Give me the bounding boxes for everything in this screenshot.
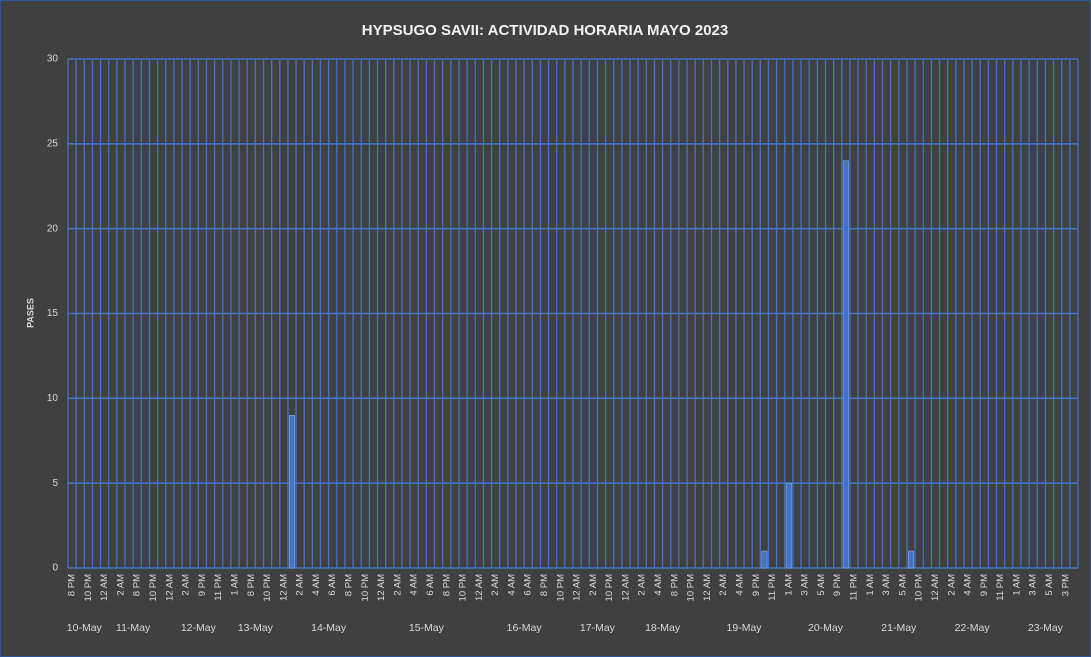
- y-tick-label: 5: [52, 478, 58, 489]
- x-tick-label: 3 AM: [1028, 574, 1039, 596]
- bar: [908, 550, 915, 569]
- x-tick-label: 1 AM: [1011, 574, 1022, 596]
- x-tick-label: 5 AM: [816, 574, 827, 596]
- bar: [289, 414, 295, 569]
- x-tick-label: 12 AM: [572, 574, 583, 601]
- x-group-label: 14-May: [311, 622, 347, 634]
- x-tick-label: 3 PM: [1060, 574, 1071, 596]
- x-tick-label: 9 PM: [751, 574, 762, 596]
- x-tick-label: 8 PM: [132, 574, 143, 596]
- bar: [842, 160, 849, 569]
- x-group-label: 23-May: [1028, 622, 1064, 634]
- x-tick-label: 1 AM: [865, 574, 876, 596]
- x-group-label: 13-May: [238, 622, 274, 634]
- x-tick-label: 8 PM: [344, 574, 355, 596]
- x-tick-label: 8 PM: [441, 574, 452, 596]
- x-tick-label: 12 AM: [278, 574, 289, 601]
- x-tick-label: 2 AM: [588, 574, 599, 596]
- chart-title: HYPSUGO SAVII: ACTIVIDAD HORARIA MAYO 20…: [362, 22, 728, 39]
- x-tick-label: 10 PM: [686, 574, 697, 602]
- x-group-label: 22-May: [955, 622, 991, 634]
- x-tick-label: 12 AM: [930, 574, 941, 601]
- x-tick-label: 12 AM: [620, 574, 631, 601]
- x-tick-label: 1 AM: [783, 574, 794, 596]
- x-tick-label: 11 PM: [995, 574, 1006, 601]
- x-tick-label: 2 AM: [295, 574, 306, 596]
- x-tick-label: 12 AM: [702, 574, 713, 601]
- x-tick-label: 4 AM: [311, 574, 322, 596]
- x-tick-label: 10 PM: [83, 574, 94, 602]
- x-tick-label: 10 PM: [604, 574, 615, 602]
- x-group-label: 10-May: [67, 622, 103, 634]
- x-tick-label: 6 AM: [327, 574, 338, 596]
- x-tick-label: 10 PM: [914, 574, 925, 602]
- x-group-label: 16-May: [507, 622, 543, 634]
- x-tick-label: 12 AM: [474, 574, 485, 601]
- x-group-label: 17-May: [580, 622, 616, 634]
- x-tick-label: 8 PM: [669, 574, 680, 596]
- x-tick-label: 1 AM: [229, 574, 240, 596]
- x-tick-label: 10 PM: [360, 574, 371, 602]
- x-tick-label: 4 AM: [734, 574, 745, 596]
- x-group-label: 18-May: [645, 622, 681, 634]
- x-tick-label: 4 AM: [653, 574, 664, 596]
- x-tick-label: 2 AM: [490, 574, 501, 596]
- x-tick-label: 10 PM: [458, 574, 469, 602]
- x-tick-label: 12 AM: [164, 574, 175, 601]
- x-tick-label: 2 AM: [718, 574, 729, 596]
- x-group-label: 19-May: [727, 622, 763, 634]
- x-group-label: 21-May: [881, 622, 917, 634]
- y-tick-label: 10: [47, 393, 59, 404]
- y-axis-label: PASES: [25, 298, 35, 328]
- x-tick-label: 2 AM: [181, 574, 192, 596]
- y-tick-label: 25: [47, 138, 59, 149]
- bar: [785, 482, 792, 569]
- x-tick-label: 2 AM: [946, 574, 957, 596]
- x-group-label: 15-May: [409, 622, 445, 634]
- x-tick-label: 2 AM: [115, 574, 126, 596]
- x-tick-label: 5 AM: [897, 574, 908, 596]
- x-tick-label: 6 AM: [523, 574, 534, 596]
- x-group-label: 20-May: [808, 622, 844, 634]
- x-tick-label: 3 AM: [800, 574, 811, 596]
- y-tick-label: 15: [47, 308, 59, 319]
- x-tick-label: 4 AM: [963, 574, 974, 596]
- x-tick-label: 9 PM: [197, 574, 208, 596]
- y-tick-label: 20: [47, 223, 59, 234]
- x-tick-label: 2 AM: [637, 574, 648, 596]
- x-group-label: 12-May: [181, 622, 217, 634]
- y-tick-label: 30: [47, 54, 59, 65]
- x-tick-label: 12 AM: [376, 574, 387, 601]
- x-tick-label: 9 PM: [832, 574, 843, 596]
- x-tick-label: 6 AM: [425, 574, 436, 596]
- x-tick-label: 11 PM: [767, 574, 778, 601]
- y-tick-label: 0: [52, 563, 58, 574]
- x-tick-label: 11 PM: [213, 574, 224, 601]
- x-tick-label: 2 AM: [392, 574, 403, 596]
- x-tick-label: 8 PM: [246, 574, 257, 596]
- x-tick-label: 11 PM: [849, 574, 860, 601]
- bar: [761, 550, 768, 569]
- x-tick-label: 5 AM: [1044, 574, 1055, 596]
- x-tick-label: 8 PM: [539, 574, 550, 596]
- x-tick-label: 10 PM: [555, 574, 566, 602]
- x-tick-label: 3 AM: [881, 574, 892, 596]
- x-tick-label: 12 AM: [99, 574, 110, 601]
- x-tick-label: 10 PM: [148, 574, 159, 602]
- x-tick-label: 8 PM: [67, 574, 78, 596]
- x-group-label: 11-May: [116, 622, 151, 634]
- x-tick-label: 4 AM: [409, 574, 420, 596]
- x-tick-label: 10 PM: [262, 574, 273, 602]
- x-tick-label: 4 AM: [506, 574, 517, 596]
- x-tick-label: 9 PM: [979, 574, 990, 596]
